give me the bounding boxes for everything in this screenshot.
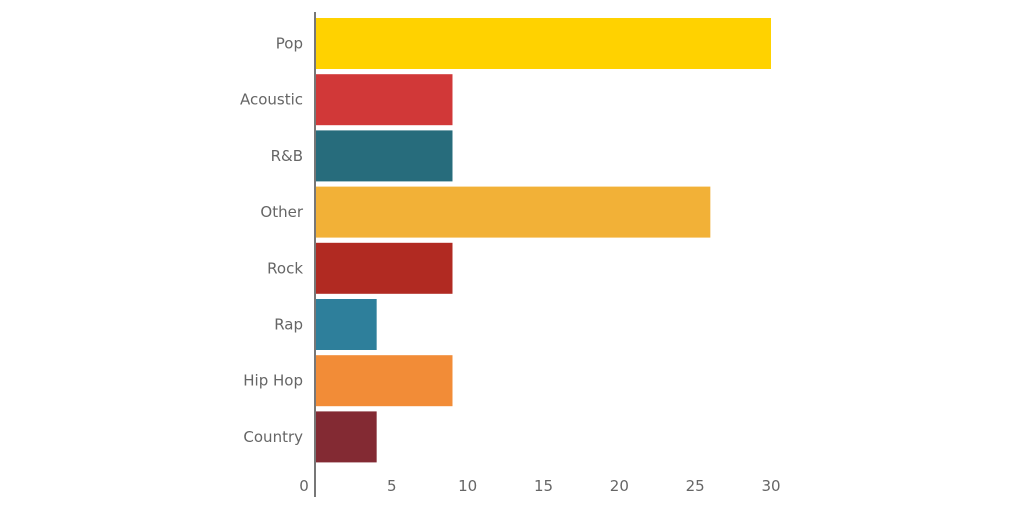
x-tick-label-20: 20 xyxy=(610,477,629,495)
bar-pop xyxy=(316,18,771,69)
x-tick-labels: 0 5 10 15 20 25 30 xyxy=(299,477,780,495)
category-label-pop: Pop xyxy=(276,35,303,53)
x-tick-label-30: 30 xyxy=(761,477,780,495)
category-label-other: Other xyxy=(260,203,303,221)
category-label-acoustic: Acoustic xyxy=(240,91,303,109)
x-tick-label-25: 25 xyxy=(686,477,705,495)
bar-other xyxy=(316,186,711,238)
category-label-rock: Rock xyxy=(267,259,303,277)
x-tick-label-15: 15 xyxy=(534,477,553,495)
x-tick-label-10: 10 xyxy=(458,477,477,495)
category-labels: Pop Acoustic R&B Other Rock Rap Hip Hop Country xyxy=(240,35,304,446)
bar-hip-hop xyxy=(316,355,453,407)
category-label-rap: Rap xyxy=(274,316,303,334)
bar-rock xyxy=(316,242,453,294)
x-tick-label-0: 0 xyxy=(299,477,309,495)
category-label-country: Country xyxy=(243,428,303,446)
category-label-r-b: R&B xyxy=(271,147,303,165)
bar-country xyxy=(316,411,377,463)
bar-rap xyxy=(316,299,377,350)
bar-acoustic xyxy=(316,74,453,126)
category-label-hip-hop: Hip Hop xyxy=(243,372,303,390)
x-tick-label-5: 5 xyxy=(387,477,397,495)
bars-group xyxy=(316,18,771,463)
bar-r-b xyxy=(316,130,453,182)
